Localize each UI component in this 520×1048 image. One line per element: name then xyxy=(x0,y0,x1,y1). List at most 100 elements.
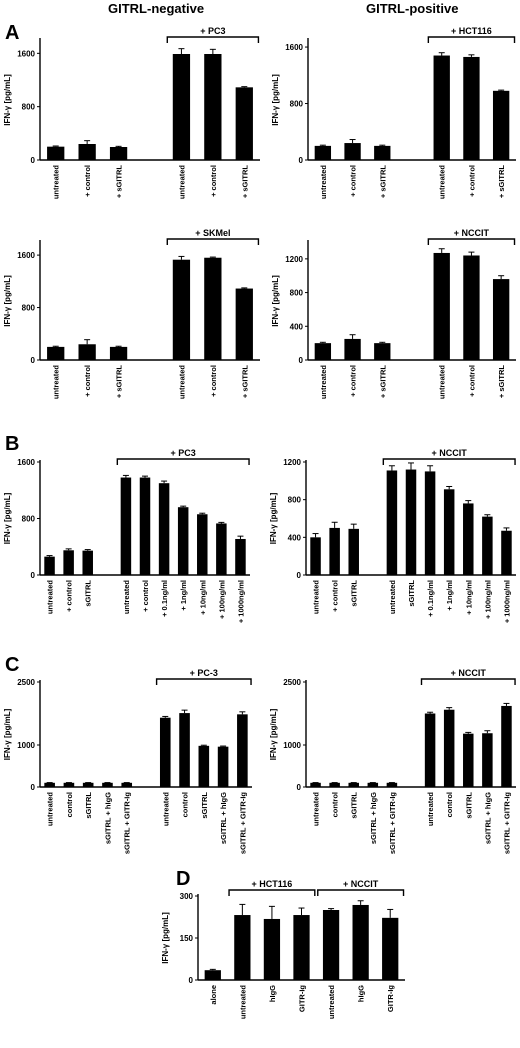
category-label: untreated xyxy=(161,792,170,827)
group-bracket xyxy=(155,678,252,685)
y-axis-label: IFN-γ [pg/mL] xyxy=(271,275,280,327)
category-label: + control xyxy=(349,365,358,397)
category-label: sGITRL xyxy=(407,580,416,607)
category-label: sGITRL + hIgG xyxy=(103,792,112,844)
bar xyxy=(139,477,151,575)
category-label: + sGITRL xyxy=(240,165,249,199)
bar xyxy=(204,54,222,160)
category-label: hIgG xyxy=(268,985,277,1002)
y-tick-label: 800 xyxy=(22,515,36,524)
bar xyxy=(204,970,221,980)
bar xyxy=(386,470,398,575)
y-tick-label: 1600 xyxy=(17,251,35,260)
bar xyxy=(501,530,512,575)
category-label: + 0.1ng/ml xyxy=(160,580,169,617)
bar xyxy=(344,338,361,360)
bracket-label: + PC-3 xyxy=(190,668,218,678)
category-label: control xyxy=(181,792,190,817)
bar xyxy=(82,782,94,787)
chart-c1: 0 1000 2500 IFN-γ [pg/mL] untreated control sG… xyxy=(3,668,252,854)
y-axis-label: IFN-γ [pg/mL] xyxy=(3,492,12,544)
y-tick-label: 0 xyxy=(31,356,36,365)
panel-letter-a: A xyxy=(5,22,19,44)
bar xyxy=(405,469,417,575)
chart-b2: 0 400 800 1200 IFN-γ [pg/mL] untreated + contr… xyxy=(269,448,516,623)
bar xyxy=(78,344,96,360)
category-label: + 10ng/ml xyxy=(198,580,207,615)
category-label: + control xyxy=(209,165,218,197)
bar xyxy=(314,145,332,160)
bracket-label: + PC3 xyxy=(171,448,196,458)
bar xyxy=(352,904,369,980)
bar xyxy=(121,782,133,787)
bar xyxy=(382,917,399,980)
y-axis-label: IFN-γ [pg/mL] xyxy=(3,708,12,760)
category-label: sGITRL + hIgG xyxy=(369,792,378,844)
bar xyxy=(102,782,113,787)
group-bracket xyxy=(427,36,516,43)
bar xyxy=(492,279,510,360)
bar xyxy=(501,705,512,787)
y-tick-label: 800 xyxy=(22,103,36,112)
bar xyxy=(158,483,170,575)
y-tick-label: 1600 xyxy=(285,43,303,52)
bar xyxy=(482,733,493,787)
category-label: untreated xyxy=(327,985,336,1020)
chart-b1: 0 800 1600 IFN-γ [pg/mL] untreated + control s… xyxy=(3,448,250,623)
bar xyxy=(63,550,74,575)
bar xyxy=(82,550,93,575)
header-gitrl-positive: GITRL-positive xyxy=(366,1,458,16)
bar xyxy=(63,782,75,787)
y-axis-label: IFN-γ [pg/mL] xyxy=(269,492,278,544)
bar xyxy=(47,146,65,160)
bar xyxy=(367,782,379,787)
bar xyxy=(293,915,310,980)
bar xyxy=(172,259,191,360)
bar xyxy=(386,782,398,787)
y-tick-label: 300 xyxy=(180,892,194,901)
bracket-label: + PC3 xyxy=(200,26,225,36)
group-bracket xyxy=(166,36,260,43)
bar xyxy=(235,288,253,360)
category-label: + sGITRL xyxy=(115,365,124,399)
bracket-label: + NCCIT xyxy=(451,668,487,678)
category-label: sGITRL + GITR-Ig xyxy=(123,792,132,855)
y-tick-label: 800 xyxy=(288,496,302,505)
category-label: GITR-Ig xyxy=(386,985,395,1012)
panel-letter-c: C xyxy=(5,654,19,676)
category-label: sGITRL xyxy=(350,580,359,607)
bar xyxy=(47,346,65,360)
y-tick-label: 1000 xyxy=(17,741,35,750)
category-label: + 100ng/ml xyxy=(483,580,492,619)
y-tick-label: 0 xyxy=(189,976,194,985)
bracket-label: + HCT116 xyxy=(451,26,492,36)
y-tick-label: 0 xyxy=(297,571,302,580)
category-label: + 1ng/ml xyxy=(179,580,188,611)
bracket-label: + NCCIT xyxy=(432,448,468,458)
category-label: control xyxy=(65,792,74,817)
bar xyxy=(172,54,191,160)
category-label: + control xyxy=(83,365,92,397)
y-tick-label: 2500 xyxy=(17,678,35,687)
category-label: + control xyxy=(83,165,92,197)
category-label: untreated xyxy=(438,365,447,400)
bar xyxy=(234,915,251,980)
category-label: + sGITRL xyxy=(497,365,506,399)
bar xyxy=(204,257,222,360)
chart-a1: 0 800 1600 IFN-γ [pg/mL] untreated + control +… xyxy=(3,26,260,199)
category-label: + 100ng/ml xyxy=(217,580,226,619)
panel-letter-b: B xyxy=(5,433,19,455)
y-tick-label: 1600 xyxy=(17,49,35,58)
bar xyxy=(424,471,436,575)
bar xyxy=(109,147,128,160)
bar xyxy=(348,782,359,787)
chart-c2: 0 1000 2500 IFN-γ [pg/mL] untreated control sG… xyxy=(269,668,516,854)
bar xyxy=(322,910,340,980)
bar xyxy=(329,527,340,575)
bar xyxy=(433,55,450,160)
bar xyxy=(314,343,332,360)
y-tick-label: 800 xyxy=(290,289,304,298)
category-label: + control xyxy=(331,580,340,612)
category-label: untreated xyxy=(319,165,328,200)
